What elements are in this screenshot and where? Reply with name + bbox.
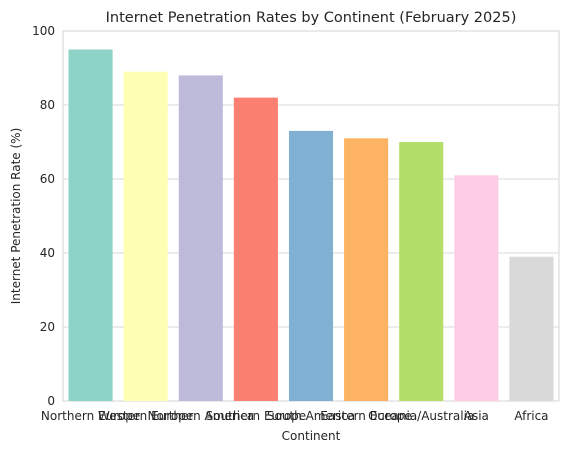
x-tick-label: Eastern Europe <box>320 409 412 423</box>
x-axis-label: Continent <box>282 429 341 443</box>
bar <box>68 49 113 401</box>
x-tick-label: Asia <box>464 409 489 423</box>
y-tick-label: 20 <box>40 320 55 334</box>
bar <box>233 97 278 401</box>
bar <box>178 75 223 402</box>
x-tick-label: Africa <box>514 409 548 423</box>
bar <box>288 130 334 401</box>
bars <box>68 49 554 402</box>
y-tick-label: 100 <box>32 24 55 38</box>
y-tick-label: 80 <box>40 98 55 112</box>
bar <box>509 256 554 401</box>
bar <box>399 142 444 401</box>
bar <box>344 138 389 402</box>
bar <box>454 175 499 401</box>
x-tick-label: Northern America <box>147 409 254 423</box>
y-tick-label: 40 <box>40 246 55 260</box>
bar <box>123 71 168 401</box>
x-tick-label: Northern Europe <box>41 409 140 423</box>
y-tick-label: 60 <box>40 172 55 186</box>
x-tick-label: Southern Europe <box>206 409 307 423</box>
x-tick-label: Oceania/Australia <box>368 409 474 423</box>
y-tick-label: 0 <box>47 394 55 408</box>
x-tick-label: Western Europe <box>98 409 193 423</box>
x-tick-label: South America <box>267 409 355 423</box>
chart-title: Internet Penetration Rates by Continent … <box>106 10 517 26</box>
y-axis-label: Internet Penetration Rate (%) <box>9 128 23 305</box>
y-tick-labels: 0 20 40 60 80 100 <box>32 24 55 408</box>
